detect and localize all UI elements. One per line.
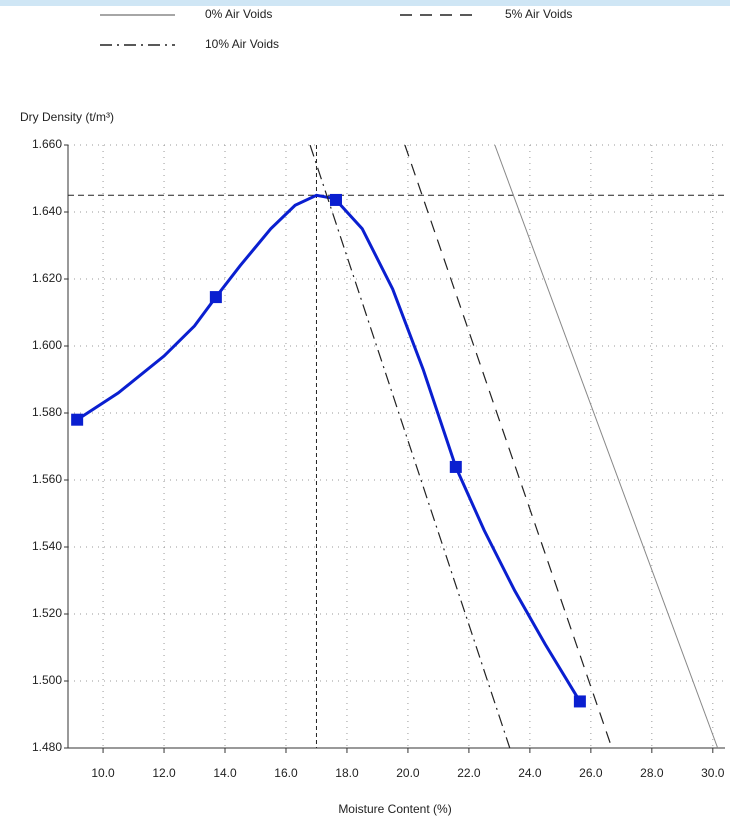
data-point (71, 413, 84, 426)
x-tick-label: 22.0 (457, 766, 481, 780)
y-tick-label: 1.500 (32, 673, 62, 687)
legend-label: 0% Air Voids (205, 7, 272, 21)
y-tick-label: 1.560 (32, 472, 62, 486)
x-tick-label: 18.0 (335, 766, 359, 780)
y-tick-label: 1.620 (32, 271, 62, 285)
y-tick-label: 1.520 (32, 606, 62, 620)
y-tick-label: 1.580 (32, 405, 62, 419)
x-axis-label: Moisture Content (%) (338, 802, 451, 816)
data-point (573, 695, 586, 708)
data-point (449, 460, 462, 473)
series-line (76, 193, 582, 703)
legend-label: 10% Air Voids (205, 37, 279, 51)
x-tick-label: 14.0 (213, 766, 237, 780)
series-line (309, 145, 511, 748)
y-tick-label: 1.540 (32, 539, 62, 553)
x-tick-label: 20.0 (396, 766, 420, 780)
data-point (329, 193, 342, 206)
legend-label: 5% Air Voids (505, 7, 572, 21)
y-tick-label: 1.480 (32, 740, 62, 754)
x-tick-label: 24.0 (518, 766, 542, 780)
data-point (209, 291, 222, 304)
y-axis-label: Dry Density (t/m³) (20, 110, 114, 124)
x-tick-label: 28.0 (640, 766, 664, 780)
x-tick-label: 26.0 (579, 766, 603, 780)
title-strip (0, 0, 730, 6)
x-tick-label: 12.0 (152, 766, 176, 780)
series-line (404, 145, 613, 748)
y-tick-label: 1.640 (32, 204, 62, 218)
y-tick-label: 1.600 (32, 338, 62, 352)
x-tick-label: 16.0 (274, 766, 298, 780)
x-tick-label: 30.0 (701, 766, 725, 780)
y-tick-label: 1.660 (32, 137, 62, 151)
x-tick-label: 10.0 (91, 766, 115, 780)
series-line (494, 145, 719, 748)
